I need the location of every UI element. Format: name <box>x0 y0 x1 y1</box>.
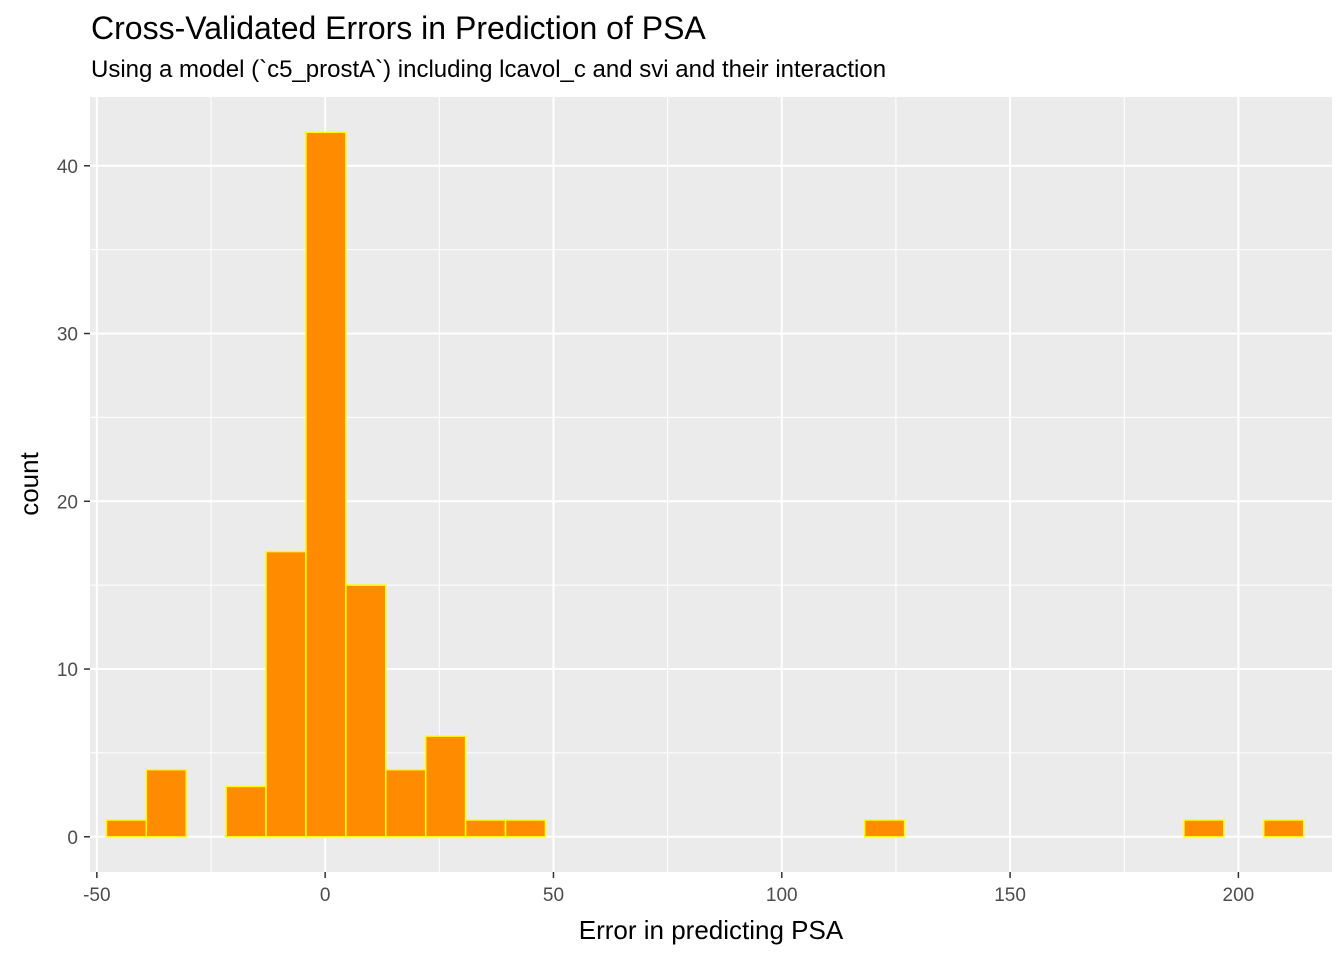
x-tick-label: 150 <box>994 885 1026 906</box>
y-tick-label: 40 <box>57 157 78 178</box>
histogram-bar <box>305 131 347 838</box>
x-tick-label: 50 <box>543 885 564 906</box>
y-axis-ticks: 0 10 20 30 40 <box>57 157 90 849</box>
chart-title: Cross-Validated Errors in Prediction of … <box>91 10 706 46</box>
chart-subtitle: Using a model (`c5_prostA`) including lc… <box>91 56 887 83</box>
histogram-bar <box>145 768 188 838</box>
histogram-bar <box>1263 819 1305 838</box>
x-axis-ticks: -50 0 50 100 150 200 <box>83 872 1254 906</box>
y-tick-label: 0 <box>67 828 78 849</box>
x-axis-title: Error in predicting PSA <box>579 915 844 945</box>
x-tick-label: 0 <box>320 885 331 906</box>
histogram-bar <box>464 819 507 838</box>
x-tick-label: 100 <box>766 885 798 906</box>
x-tick-label: 200 <box>1223 885 1255 906</box>
histogram-bar <box>105 819 148 838</box>
histogram-bar <box>225 785 267 838</box>
y-tick-label: 10 <box>57 660 78 681</box>
histogram-bars <box>105 131 1305 838</box>
y-tick-label: 30 <box>57 325 78 346</box>
histogram-bar <box>504 819 547 838</box>
minor-gridlines <box>90 97 1332 872</box>
histogram-bar <box>1183 819 1225 838</box>
histogram-bar <box>345 584 387 838</box>
histogram-bar <box>424 735 467 838</box>
histogram-bar <box>385 768 427 838</box>
y-tick-label: 20 <box>57 492 78 513</box>
y-axis-title: count <box>14 451 44 515</box>
histogram-bar <box>265 550 307 838</box>
histogram-bar <box>863 819 906 838</box>
major-gridlines <box>90 97 1332 872</box>
x-tick-label: -50 <box>83 885 110 906</box>
